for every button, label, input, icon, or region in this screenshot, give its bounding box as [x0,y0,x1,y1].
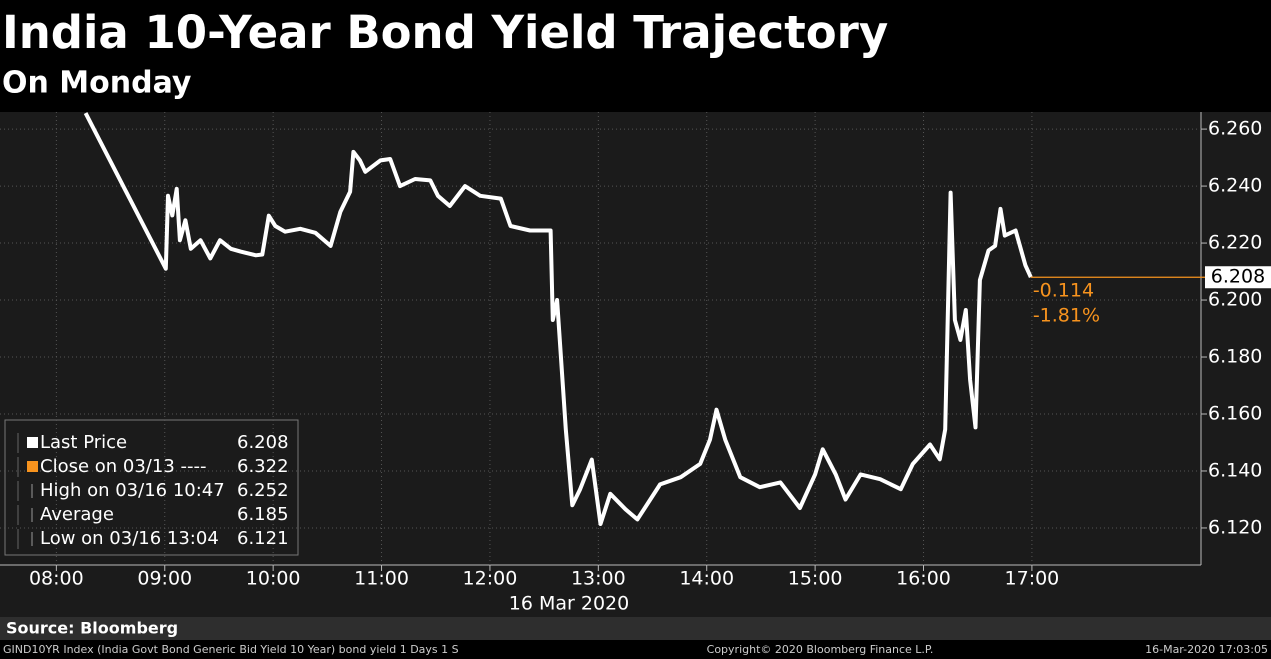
legend-value: 6.322 [237,456,289,477]
y-axis-area [1201,112,1271,565]
chart-subtitle: On Monday [2,66,192,101]
x-tick-label: 12:00 [463,568,518,590]
y-tick-label: 6.240 [1208,175,1262,197]
footer-right: 16-Mar-2020 17:03:05 [1145,643,1268,656]
source: Source: Bloomberg [6,619,178,638]
x-tick-label: 11:00 [354,568,409,590]
y-tick-label: 6.200 [1208,289,1262,311]
legend-label: Average [40,504,114,525]
last-price-label: 6.208 [1211,266,1265,288]
legend-swatch [27,461,38,472]
legend-label: Last Price [40,432,127,453]
legend-value: 6.252 [237,480,289,501]
y-tick-label: 6.160 [1208,403,1262,425]
legend-label: Low on 03/16 13:04 [40,528,219,549]
x-tick-label: 08:00 [29,568,84,590]
x-tick-label: 17:00 [1005,568,1060,590]
y-tick-label: 6.180 [1208,346,1262,368]
legend-box [4,419,299,556]
legend-label: High on 03/16 10:47 [40,480,225,501]
x-tick-label: 16:00 [896,568,951,590]
price-line [83,112,1033,526]
x-axis-label: 16 Mar 2020 [509,593,629,615]
legend-value: 6.208 [237,432,289,453]
last-price-box [1205,266,1271,289]
legend-label: Close on 03/13 ---- [40,456,206,477]
x-axis-area [0,565,1271,617]
x-tick-label: 09:00 [137,568,192,590]
y-tick-label: 6.140 [1208,459,1262,481]
source-bar [0,617,1271,640]
change-annotation: -0.114 [1033,280,1094,302]
y-tick-label: 6.260 [1208,118,1262,140]
x-tick-label: 10:00 [246,568,301,590]
y-tick-label: 6.220 [1208,232,1262,254]
legend-value: 6.121 [237,528,289,549]
legend-value: 6.185 [237,504,289,525]
legend-swatch [27,437,38,448]
x-tick-label: 15:00 [788,568,843,590]
chart-title: India 10-Year Bond Yield Trajectory [2,6,888,59]
footer-left: GIND10YR Index (India Govt Bond Generic … [3,643,459,656]
x-tick-label: 13:00 [571,568,626,590]
footer-center: Copyright© 2020 Bloomberg Finance L.P. [707,643,934,656]
change-annotation: -1.81% [1033,305,1100,327]
y-tick-label: 6.120 [1208,516,1262,538]
x-tick-label: 14:00 [679,568,734,590]
